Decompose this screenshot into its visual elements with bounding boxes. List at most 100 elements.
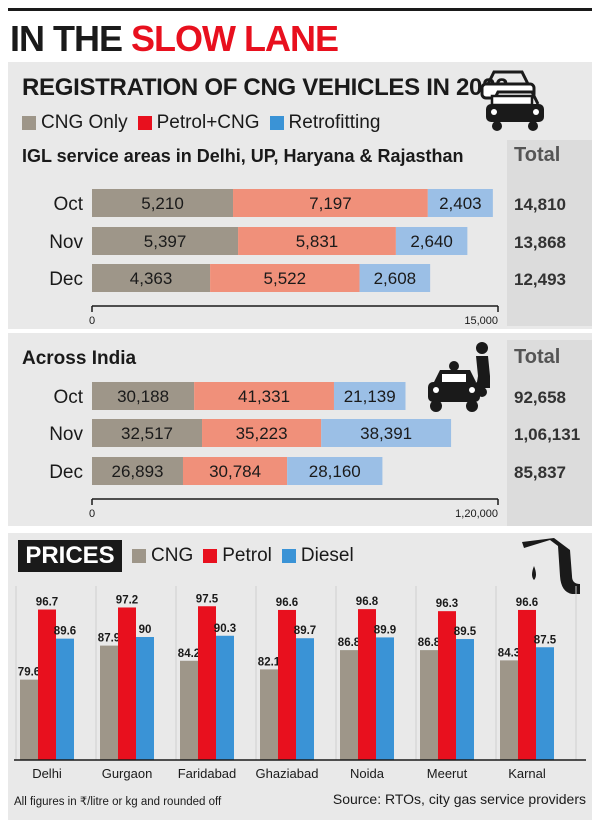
price-value-label: 89.5 bbox=[454, 626, 477, 638]
price-bar-faridabad-cng bbox=[180, 660, 198, 760]
legend-swatch bbox=[137, 116, 152, 130]
price-bar-ghaziabad-cng bbox=[260, 669, 278, 760]
price-value-label: 82.1 bbox=[258, 656, 281, 668]
price-value-label: 86.8 bbox=[338, 637, 361, 649]
price-value-label: 86.8 bbox=[418, 637, 441, 649]
price-value-label: 89.9 bbox=[374, 624, 396, 636]
total-value-dec: 85,837 bbox=[514, 463, 566, 482]
price-bar-karnal-petrol bbox=[518, 609, 536, 760]
price-bar-ghaziabad-diesel bbox=[296, 638, 314, 760]
legend-swatch bbox=[132, 549, 146, 563]
total-column-india bbox=[507, 340, 592, 526]
bar-segment-india-nov-2 bbox=[321, 419, 452, 447]
price-value-label: 96.8 bbox=[356, 596, 379, 608]
price-bar-noida-diesel bbox=[376, 637, 394, 760]
panel-divider bbox=[8, 329, 592, 333]
bar-segment-india-nov-1 bbox=[202, 419, 322, 447]
footer-note: All figures in ₹/litre or kg and rounded… bbox=[14, 796, 222, 808]
total-value-oct: 92,658 bbox=[514, 388, 566, 407]
price-value-label: 87.5 bbox=[534, 634, 557, 646]
legend-item-retrofitting: Retrofitting bbox=[269, 112, 380, 134]
bar-value-label: 5,831 bbox=[296, 232, 339, 251]
top-rule bbox=[8, 8, 592, 11]
legend-item-petrol-cng: Petrol+CNG bbox=[137, 112, 260, 134]
bar-value-label: 28,160 bbox=[309, 462, 361, 481]
registration-title: REGISTRATION OF CNG VEHICLES IN 2022 bbox=[22, 74, 509, 101]
legend-label: CNG Only bbox=[41, 112, 128, 133]
category-label-nov: Nov bbox=[49, 232, 83, 253]
total-value-oct: 14,810 bbox=[514, 195, 566, 214]
bar-segment-igl-oct-1 bbox=[233, 189, 428, 217]
bar-value-label: 5,522 bbox=[264, 269, 307, 288]
city-label-ghaziabad: Ghaziabad bbox=[256, 766, 319, 781]
legend-label: Petrol+CNG bbox=[156, 112, 260, 133]
bar-value-label: 4,363 bbox=[130, 269, 173, 288]
price-value-label: 96.6 bbox=[276, 597, 298, 609]
bar-segment-igl-dec-1 bbox=[210, 264, 360, 292]
bar-value-label: 5,210 bbox=[141, 194, 184, 213]
price-bar-gurgaon-petrol bbox=[118, 607, 136, 760]
x-tick-label: 1,20,000 bbox=[455, 508, 498, 520]
city-label-faridabad: Faridabad bbox=[178, 766, 237, 781]
city-label-meerut: Meerut bbox=[427, 766, 468, 781]
india-total-header: Total bbox=[514, 346, 561, 368]
total-value-nov: 1,06,131 bbox=[514, 425, 580, 444]
bar-segment-india-dec-2 bbox=[287, 457, 383, 485]
category-label-dec: Dec bbox=[49, 269, 83, 290]
legend-swatch bbox=[22, 116, 36, 130]
category-label-dec: Dec bbox=[49, 462, 83, 483]
price-bar-karnal-diesel bbox=[536, 647, 554, 760]
igl-total-header: Total bbox=[514, 144, 561, 166]
bar-segment-india-oct-1 bbox=[194, 382, 334, 410]
fuel-nozzle-icon bbox=[522, 538, 580, 594]
bar-value-label: 35,223 bbox=[236, 424, 288, 443]
igl-subtitle: IGL service areas in Delhi, UP, Haryana … bbox=[22, 146, 464, 166]
price-bar-delhi-diesel bbox=[56, 638, 74, 760]
price-value-label: 97.2 bbox=[116, 594, 138, 606]
price-bar-faridabad-petrol bbox=[198, 606, 216, 760]
igl-registration-chart: Oct 5,210 7,197 2,403 14,810 Nov 5,397 5,831 2,6… bbox=[49, 189, 566, 327]
cars-icon bbox=[480, 70, 544, 131]
legend-swatch bbox=[269, 116, 284, 130]
price-bar-noida-petrol bbox=[358, 609, 376, 760]
price-value-label: 87.9 bbox=[98, 633, 120, 645]
price-value-label: 96.7 bbox=[36, 597, 58, 609]
bar-segment-india-nov-0 bbox=[92, 419, 203, 447]
headline-part2: SLOW LANE bbox=[131, 18, 339, 59]
price-value-label: 97.5 bbox=[196, 593, 219, 605]
prices-title: PRICES bbox=[18, 540, 122, 572]
bar-segment-igl-oct-0 bbox=[92, 189, 234, 217]
price-value-label: 84.3 bbox=[498, 647, 520, 659]
bar-value-label: 26,893 bbox=[111, 462, 163, 481]
price-value-label: 84.2 bbox=[178, 648, 200, 660]
x-tick-label: 0 bbox=[89, 508, 95, 520]
price-bar-karnal-cng bbox=[500, 660, 518, 760]
india-subtitle: Across India bbox=[22, 348, 137, 369]
category-label-oct: Oct bbox=[53, 387, 83, 408]
bar-segment-india-dec-1 bbox=[182, 457, 288, 485]
bar-segment-igl-nov-2 bbox=[395, 227, 468, 255]
bar-segment-igl-dec-2 bbox=[359, 264, 431, 292]
bar-value-label: 21,139 bbox=[344, 387, 396, 406]
price-bar-delhi-petrol bbox=[38, 609, 56, 760]
total-column-igl bbox=[507, 140, 592, 326]
legend-item-petrol: Petrol bbox=[203, 545, 272, 567]
price-value-label: 89.7 bbox=[294, 625, 316, 637]
bar-value-label: 2,608 bbox=[374, 269, 417, 288]
price-bar-faridabad-diesel bbox=[216, 635, 234, 760]
price-bar-gurgaon-cng bbox=[100, 645, 118, 760]
price-bar-meerut-petrol bbox=[438, 611, 456, 760]
price-bar-gurgaon-diesel bbox=[136, 637, 154, 760]
bar-segment-igl-nov-0 bbox=[92, 227, 239, 255]
price-value-label: 90 bbox=[139, 624, 152, 636]
bar-segment-igl-oct-2 bbox=[427, 189, 493, 217]
total-value-nov: 13,868 bbox=[514, 233, 566, 252]
bar-value-label: 38,391 bbox=[360, 424, 412, 443]
bar-value-label: 7,197 bbox=[309, 194, 352, 213]
legend-label: Petrol bbox=[222, 545, 272, 566]
category-label-oct: Oct bbox=[53, 194, 83, 215]
legend-item-cng-only: CNG Only bbox=[22, 112, 128, 134]
bar-value-label: 30,784 bbox=[209, 462, 261, 481]
legend-item-diesel: Diesel bbox=[281, 545, 354, 567]
